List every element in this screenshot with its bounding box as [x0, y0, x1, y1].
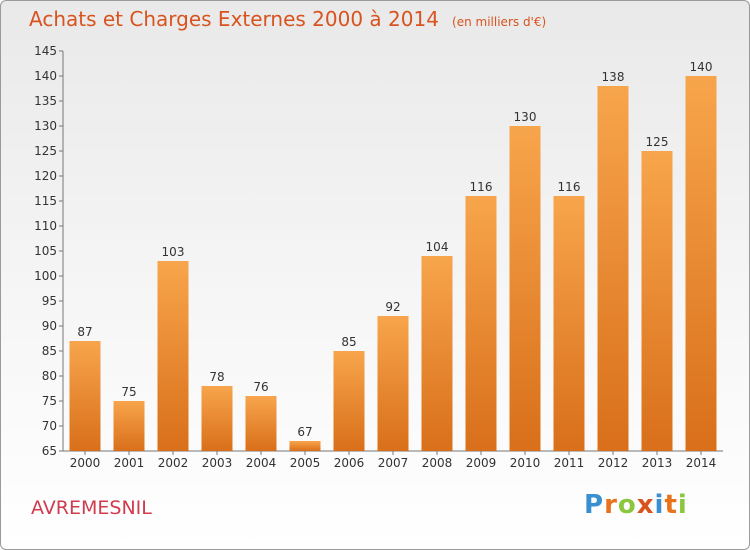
bar-value-label: 125 [646, 135, 669, 149]
x-tick-label: 2012 [598, 456, 629, 470]
bar [289, 441, 321, 451]
bar [157, 261, 189, 451]
x-tick-label: 2002 [158, 456, 189, 470]
y-tick-label: 145 [34, 44, 57, 58]
x-tick-label: 2010 [510, 456, 541, 470]
bar-value-label: 130 [514, 110, 537, 124]
chart-title-block: Achats et Charges Externes 2000 à 2014 (… [29, 7, 546, 31]
bar-value-label: 76 [253, 380, 268, 394]
bars: 87 75 103 78 76 67 85 92 104 116 130 116 138 125 140 [69, 60, 717, 451]
bar [641, 151, 673, 451]
bar-value-label: 138 [602, 70, 625, 84]
y-tick-label: 105 [34, 244, 57, 258]
x-tick-label: 2013 [642, 456, 673, 470]
bar [597, 86, 629, 451]
y-tick-label: 115 [34, 194, 57, 208]
bar-value-label: 75 [121, 385, 136, 399]
bar-value-label: 67 [297, 425, 312, 439]
commune-name: AVREMESNIL [31, 497, 152, 519]
bar-value-label: 85 [341, 335, 356, 349]
logo-letter: i [677, 490, 688, 520]
x-tick-label: 2004 [246, 456, 277, 470]
bar [69, 341, 101, 451]
bar-value-label: 140 [690, 60, 713, 74]
y-tick-label: 80 [42, 369, 57, 383]
bar [509, 126, 541, 451]
y-tick-label: 90 [42, 319, 57, 333]
bar-value-label: 92 [385, 300, 400, 314]
chart-unit: (en milliers d'€) [452, 15, 547, 29]
bar-value-label: 103 [162, 245, 185, 259]
x-tick-label: 2008 [422, 456, 453, 470]
logo-letter: x [636, 490, 655, 520]
bar [465, 196, 497, 451]
bar [201, 386, 233, 451]
bar [333, 351, 365, 451]
x-tick-label: 2007 [378, 456, 409, 470]
bar [421, 256, 453, 451]
y-tick-label: 75 [42, 394, 57, 408]
logo-letter: o [617, 490, 637, 520]
bar [377, 316, 409, 451]
y-tick-label: 100 [34, 269, 57, 283]
y-tick-label: 110 [34, 219, 57, 233]
bar [245, 396, 277, 451]
logo-letter: P [584, 490, 605, 520]
x-tick-label: 2011 [554, 456, 585, 470]
bar-value-label: 116 [470, 180, 493, 194]
x-tick-label: 2005 [290, 456, 321, 470]
bar-value-label: 78 [209, 370, 224, 384]
bar-value-label: 87 [77, 325, 92, 339]
y-tick-label: 135 [34, 94, 57, 108]
bar [685, 76, 717, 451]
y-axis: 65 70 75 80 85 90 95 100 105 110 115 120 125 130 135 14… [34, 44, 64, 458]
proxiti-logo[interactable]: Proxiti [584, 490, 688, 520]
y-tick-label: 120 [34, 169, 57, 183]
y-tick-label: 95 [42, 294, 57, 308]
x-tick-label: 2000 [70, 456, 101, 470]
x-tick-label: 2001 [114, 456, 145, 470]
y-tick-label: 70 [42, 419, 57, 433]
bar [553, 196, 585, 451]
bar-value-label: 104 [426, 240, 449, 254]
logo-letter: r [604, 490, 618, 520]
y-tick-label: 130 [34, 119, 57, 133]
logo-letter: t [664, 490, 678, 520]
y-tick-label: 85 [42, 344, 57, 358]
x-tick-label: 2006 [334, 456, 365, 470]
x-tick-label: 2003 [202, 456, 233, 470]
x-tick-label: 2014 [686, 456, 717, 470]
y-tick-label: 125 [34, 144, 57, 158]
y-tick-label: 65 [42, 444, 57, 458]
y-tick-label: 140 [34, 69, 57, 83]
bar-value-label: 116 [558, 180, 581, 194]
bar [113, 401, 145, 451]
x-tick-label: 2009 [466, 456, 497, 470]
logo-letter: i [654, 490, 665, 520]
chart-title: Achats et Charges Externes 2000 à 2014 [29, 7, 439, 31]
x-axis: 2000 2001 2002 2003 2004 2005 2006 2007 2008 2009… [63, 450, 723, 470]
